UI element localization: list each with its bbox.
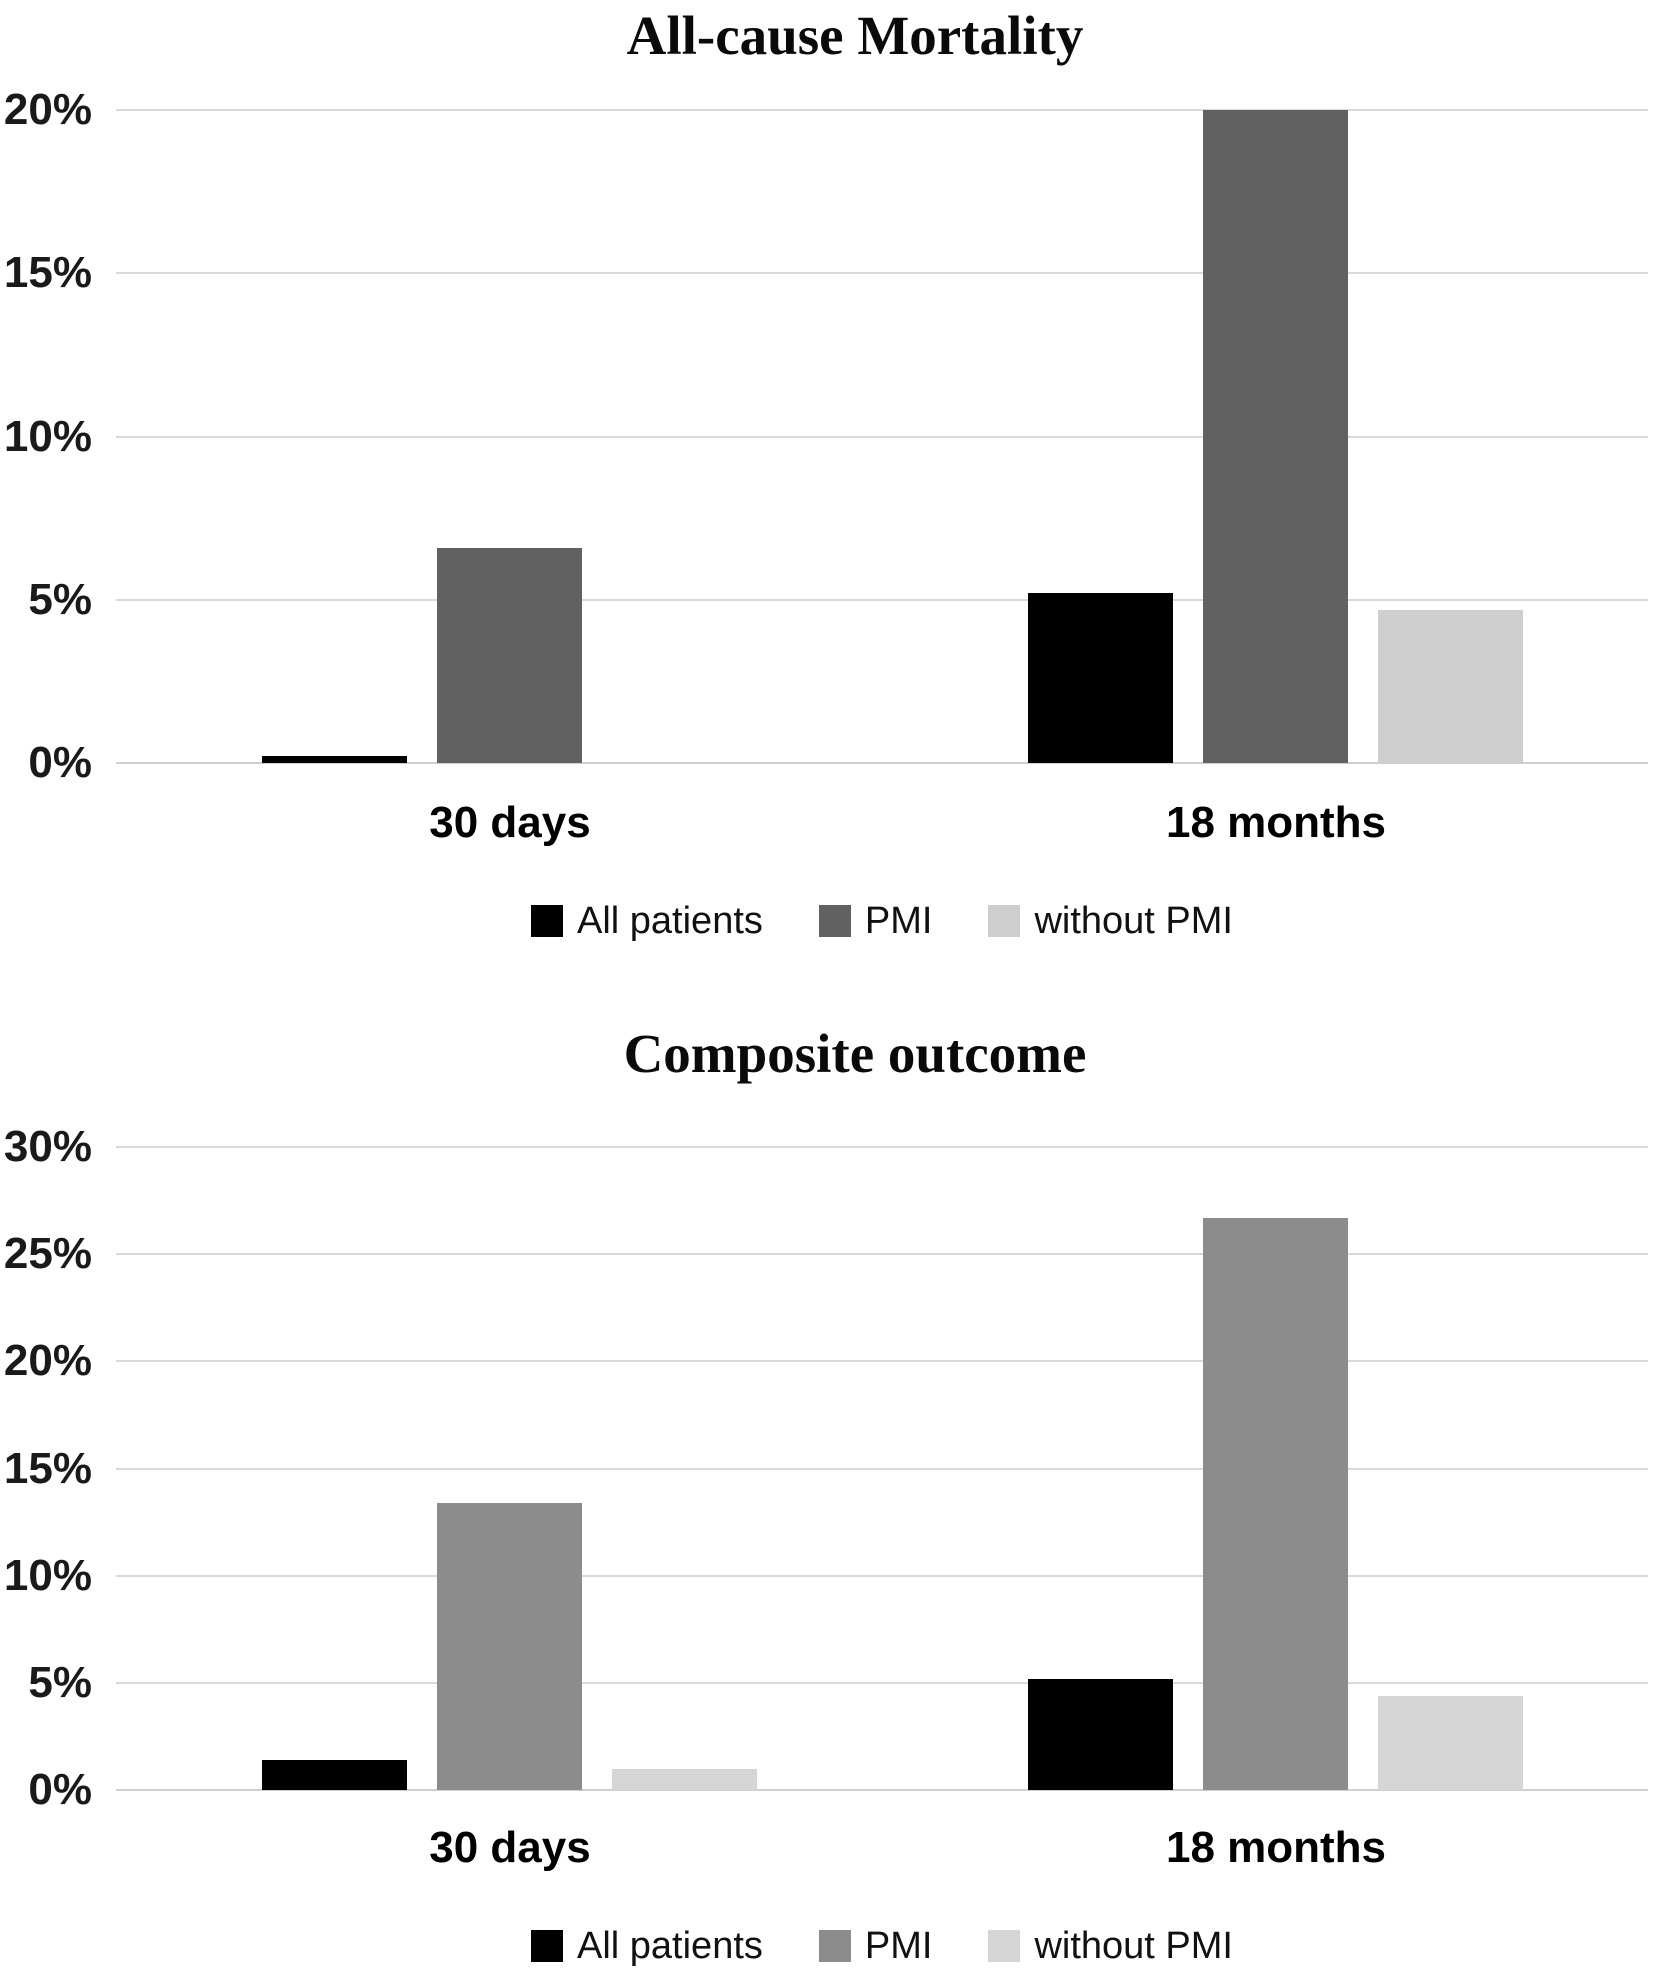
y-tick-label-5pct: 5% (28, 575, 92, 624)
gridline-25pct (116, 1253, 1648, 1255)
bar-all-patients-18-months (1028, 1679, 1173, 1790)
gridline-20pct (116, 1360, 1648, 1362)
bar-pmi-18-months (1203, 110, 1348, 763)
chart-title-all-cause-mortality: All-cause Mortality (626, 5, 1084, 66)
legend-swatch-pmi (818, 905, 851, 937)
bar-pmi-30-days (437, 1503, 582, 1790)
gridline-20pct (116, 109, 1648, 111)
legend-item-pmi: PMI (818, 899, 933, 943)
legend-label-pmi: PMI (864, 899, 933, 942)
gridline-0pct (116, 1789, 1648, 1791)
x-category-label-30-days: 30 days (429, 1823, 591, 1872)
y-tick-label-15pct: 15% (3, 1444, 92, 1493)
gridline-15pct (116, 272, 1648, 274)
gridline-10pct (116, 1575, 1648, 1577)
legend-label-pmi: PMI (864, 1924, 933, 1967)
gridline-5pct (116, 1682, 1648, 1684)
gridline-10pct (116, 436, 1648, 438)
bar-without-pmi-30-days (612, 1769, 757, 1790)
legend-swatch-without-pmi (988, 1930, 1021, 1962)
bar-without-pmi-18-months (1378, 1696, 1523, 1790)
legend-swatch-all-patients (531, 1930, 563, 1962)
x-category-label-18-months: 18 months (1165, 1823, 1387, 1872)
bar-all-patients-30-days (262, 756, 407, 763)
legend-swatch-without-pmi (988, 905, 1021, 937)
y-tick-label-10pct: 10% (3, 1551, 92, 1600)
y-tick-label-30pct: 30% (3, 1122, 92, 1171)
bar-pmi-18-months (1203, 1218, 1348, 1790)
y-tick-label-10pct: 10% (3, 412, 92, 461)
y-tick-label-15pct: 15% (3, 248, 92, 297)
gridline-0pct (116, 762, 1648, 764)
y-tick-label-0pct: 0% (28, 738, 92, 787)
gridline-30pct (116, 1146, 1648, 1148)
x-category-label-30-days: 30 days (429, 798, 591, 847)
legend: All patients PMI without PMI (116, 1922, 1648, 1970)
bar-pmi-30-days (437, 548, 582, 763)
legend-item-all-patients: All patients (531, 900, 763, 943)
legend: All patients PMI without PMI (116, 897, 1648, 945)
bar-all-patients-18-months (1028, 593, 1173, 763)
legend-label-all-patients: All patients (577, 1924, 763, 1967)
y-tick-label-0pct: 0% (28, 1765, 92, 1814)
x-category-label-18-months: 18 months (1165, 798, 1387, 847)
legend-item-without-pmi: without PMI (988, 900, 1233, 943)
y-tick-label-20pct: 20% (3, 1336, 92, 1385)
bar-all-patients-30-days (262, 1760, 407, 1790)
legend-swatch-pmi (818, 1930, 851, 1962)
chart-title-composite-outcome: Composite outcome (623, 1023, 1087, 1084)
legend-label-all-patients: All patients (577, 899, 763, 942)
legend-item-all-patients: All patients (531, 1925, 763, 1968)
y-tick-label-20pct: 20% (3, 85, 92, 134)
legend-item-without-pmi: without PMI (988, 1925, 1233, 1968)
gridline-15pct (116, 1468, 1648, 1470)
legend-label-without-pmi: without PMI (1034, 899, 1233, 942)
bar-without-pmi-18-months (1378, 610, 1523, 763)
y-tick-label-5pct: 5% (28, 1658, 92, 1707)
legend-swatch-all-patients (531, 905, 563, 937)
legend-label-without-pmi: without PMI (1034, 1924, 1233, 1967)
legend-item-pmi: PMI (818, 1924, 933, 1968)
y-tick-label-25pct: 25% (3, 1229, 92, 1278)
gridline-5pct (116, 599, 1648, 601)
